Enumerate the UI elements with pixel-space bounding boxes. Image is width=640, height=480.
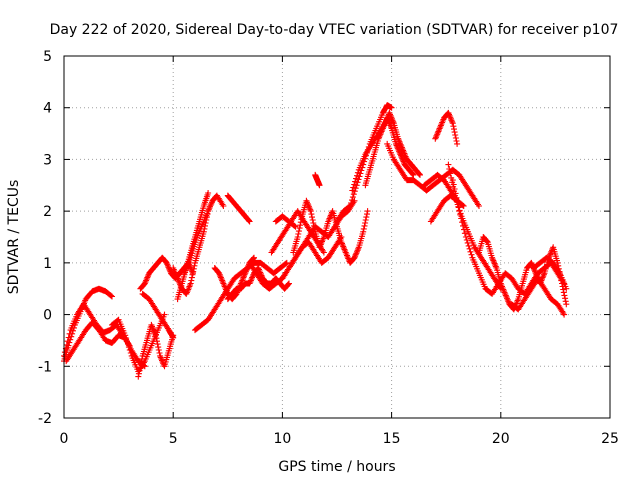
series-points-af: [530, 254, 570, 292]
series-points-w: [362, 115, 417, 189]
series-points-g: [139, 290, 177, 341]
series-points-t: [312, 171, 323, 189]
x-tick-label: 0: [60, 431, 69, 447]
data-points: [61, 102, 570, 380]
series-points-q: [272, 213, 299, 230]
y-tick-label: -1: [38, 359, 52, 375]
x-tick-label: 25: [601, 431, 619, 447]
series-points-v: [349, 109, 423, 194]
series-points-aa: [432, 109, 461, 147]
chart-title: Day 222 of 2020, Sidereal Day-to-day VTE…: [50, 22, 619, 38]
x-tick-label: 15: [383, 431, 401, 447]
y-tick-label: 3: [43, 152, 52, 168]
series-points-r: [290, 197, 371, 266]
series-points-n: [224, 192, 253, 225]
x-tick-label: 5: [169, 431, 178, 447]
y-tick-label: 1: [43, 256, 52, 272]
plot-frame: [63, 55, 611, 419]
series-points-ae: [508, 275, 568, 318]
series-points-j: [181, 192, 227, 277]
y-tick-label: 5: [43, 49, 52, 65]
y-tick-label: 0: [43, 308, 52, 324]
series-points-x: [384, 140, 482, 209]
y-axis-label: SDTVAR / TECUs: [6, 180, 22, 295]
x-tick-label: 10: [273, 431, 291, 447]
y-tick-label: 2: [43, 204, 52, 220]
y-tick-label: -2: [38, 411, 52, 427]
series-points-e: [135, 321, 177, 380]
y-tick-label: 4: [43, 101, 52, 117]
x-axis-label: GPS time / hours: [278, 459, 395, 475]
axis-ticks: 0 5 10 15 20 25 -2 -1 0 1 2 3 4 5: [38, 49, 619, 447]
x-tick-label: 20: [492, 431, 510, 447]
